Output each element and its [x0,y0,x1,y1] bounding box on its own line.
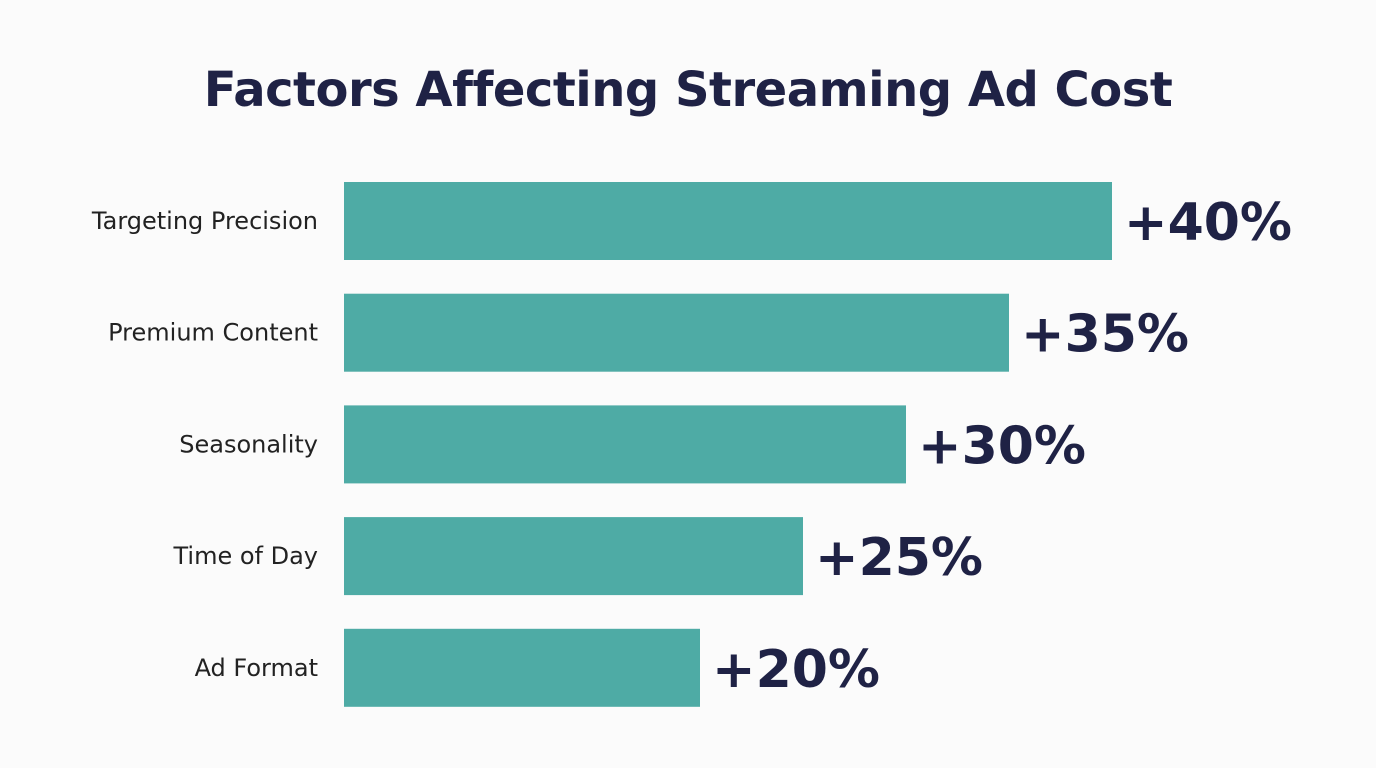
category-label: Seasonality [179,430,318,458]
chart-title: Factors Affecting Streaming Ad Cost [203,62,1173,118]
bar-3 [344,517,803,596]
category-label: Ad Format [195,654,318,682]
bar-0 [344,182,1112,260]
bar-2 [344,405,906,484]
data-label: +30% [918,416,1086,476]
data-label: +40% [1124,193,1292,253]
category-label: Targeting Precision [91,207,318,235]
category-label: Premium Content [108,319,318,347]
data-label: +20% [712,640,880,700]
category-label: Time of Day [172,542,318,570]
data-label: +35% [1021,305,1189,365]
bar-1 [344,293,1009,372]
data-label: +25% [815,528,983,588]
bar-4 [344,628,700,707]
